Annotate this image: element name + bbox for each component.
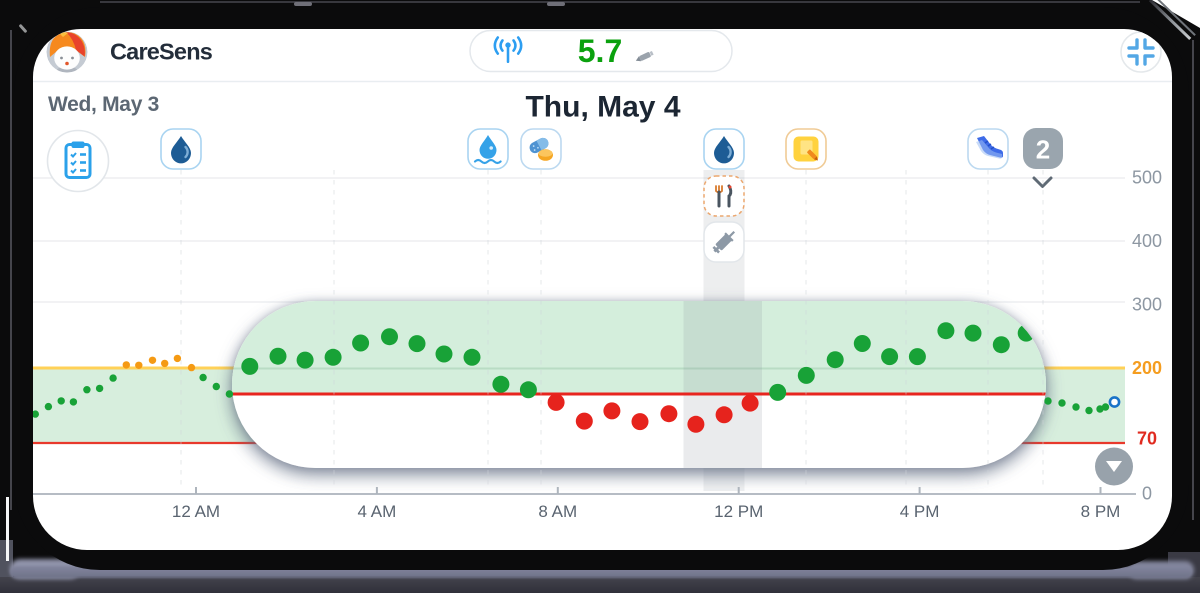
svg-text:500: 500	[1132, 168, 1162, 188]
svg-text:12 AM: 12 AM	[172, 502, 220, 521]
svg-text:400: 400	[1132, 231, 1162, 251]
svg-text:12 PM: 12 PM	[714, 502, 763, 521]
svg-text:70: 70	[1137, 429, 1157, 449]
svg-text:Thu, May 4: Thu, May 4	[525, 91, 680, 124]
svg-text:2: 2	[1036, 135, 1050, 165]
svg-text:0: 0	[1142, 484, 1152, 504]
svg-text:Wed, May 3: Wed, May 3	[48, 93, 159, 116]
svg-text:4 PM: 4 PM	[900, 502, 940, 521]
svg-text:8 PM: 8 PM	[1081, 502, 1121, 521]
svg-text:5.7: 5.7	[578, 33, 622, 69]
svg-text:4 AM: 4 AM	[358, 502, 397, 521]
svg-text:300: 300	[1132, 295, 1162, 315]
svg-text:CareSens: CareSens	[110, 39, 213, 65]
svg-text:8 AM: 8 AM	[538, 502, 577, 521]
svg-text:200: 200	[1132, 358, 1162, 378]
